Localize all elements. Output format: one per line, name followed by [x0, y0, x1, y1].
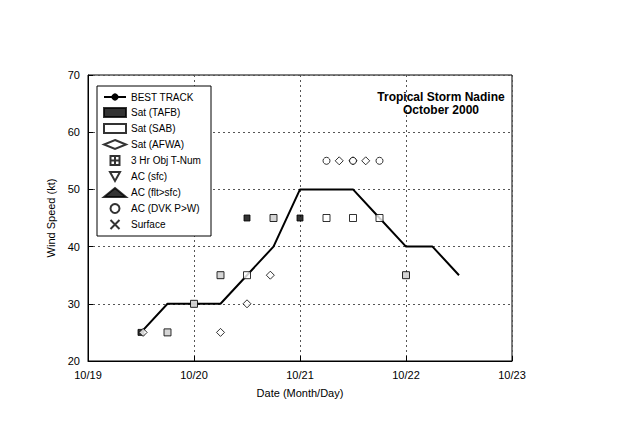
svg-text:10/23: 10/23: [498, 369, 526, 381]
svg-text:Wind Speed (kt): Wind Speed (kt): [45, 179, 57, 258]
svg-text:30: 30: [68, 298, 80, 310]
svg-text:10/19: 10/19: [74, 369, 102, 381]
svg-text:October 2000: October 2000: [403, 103, 479, 117]
svg-text:Tropical Storm Nadine: Tropical Storm Nadine: [377, 90, 505, 104]
svg-text:40: 40: [68, 241, 80, 253]
svg-text:10/21: 10/21: [286, 369, 314, 381]
svg-text:Sat (AFWA): Sat (AFWA): [131, 139, 184, 150]
svg-text:Sat (TAFB): Sat (TAFB): [131, 107, 180, 118]
svg-text:AC (DVK P>W): AC (DVK P>W): [131, 203, 200, 214]
svg-text:BEST TRACK: BEST TRACK: [131, 92, 194, 103]
svg-text:60: 60: [68, 126, 80, 138]
svg-text:70: 70: [68, 69, 80, 81]
svg-text:10/22: 10/22: [392, 369, 420, 381]
svg-text:AC (sfc): AC (sfc): [131, 171, 167, 182]
svg-text:20: 20: [68, 355, 80, 367]
svg-text:Sat (SAB): Sat (SAB): [131, 123, 175, 134]
svg-text:50: 50: [68, 183, 80, 195]
svg-text:Surface: Surface: [131, 219, 166, 230]
svg-text:3 Hr Obj T-Num: 3 Hr Obj T-Num: [131, 155, 201, 166]
svg-text:AC (flt>sfc): AC (flt>sfc): [131, 187, 181, 198]
svg-text:Date (Month/Day): Date (Month/Day): [257, 387, 344, 399]
svg-text:10/20: 10/20: [180, 369, 208, 381]
